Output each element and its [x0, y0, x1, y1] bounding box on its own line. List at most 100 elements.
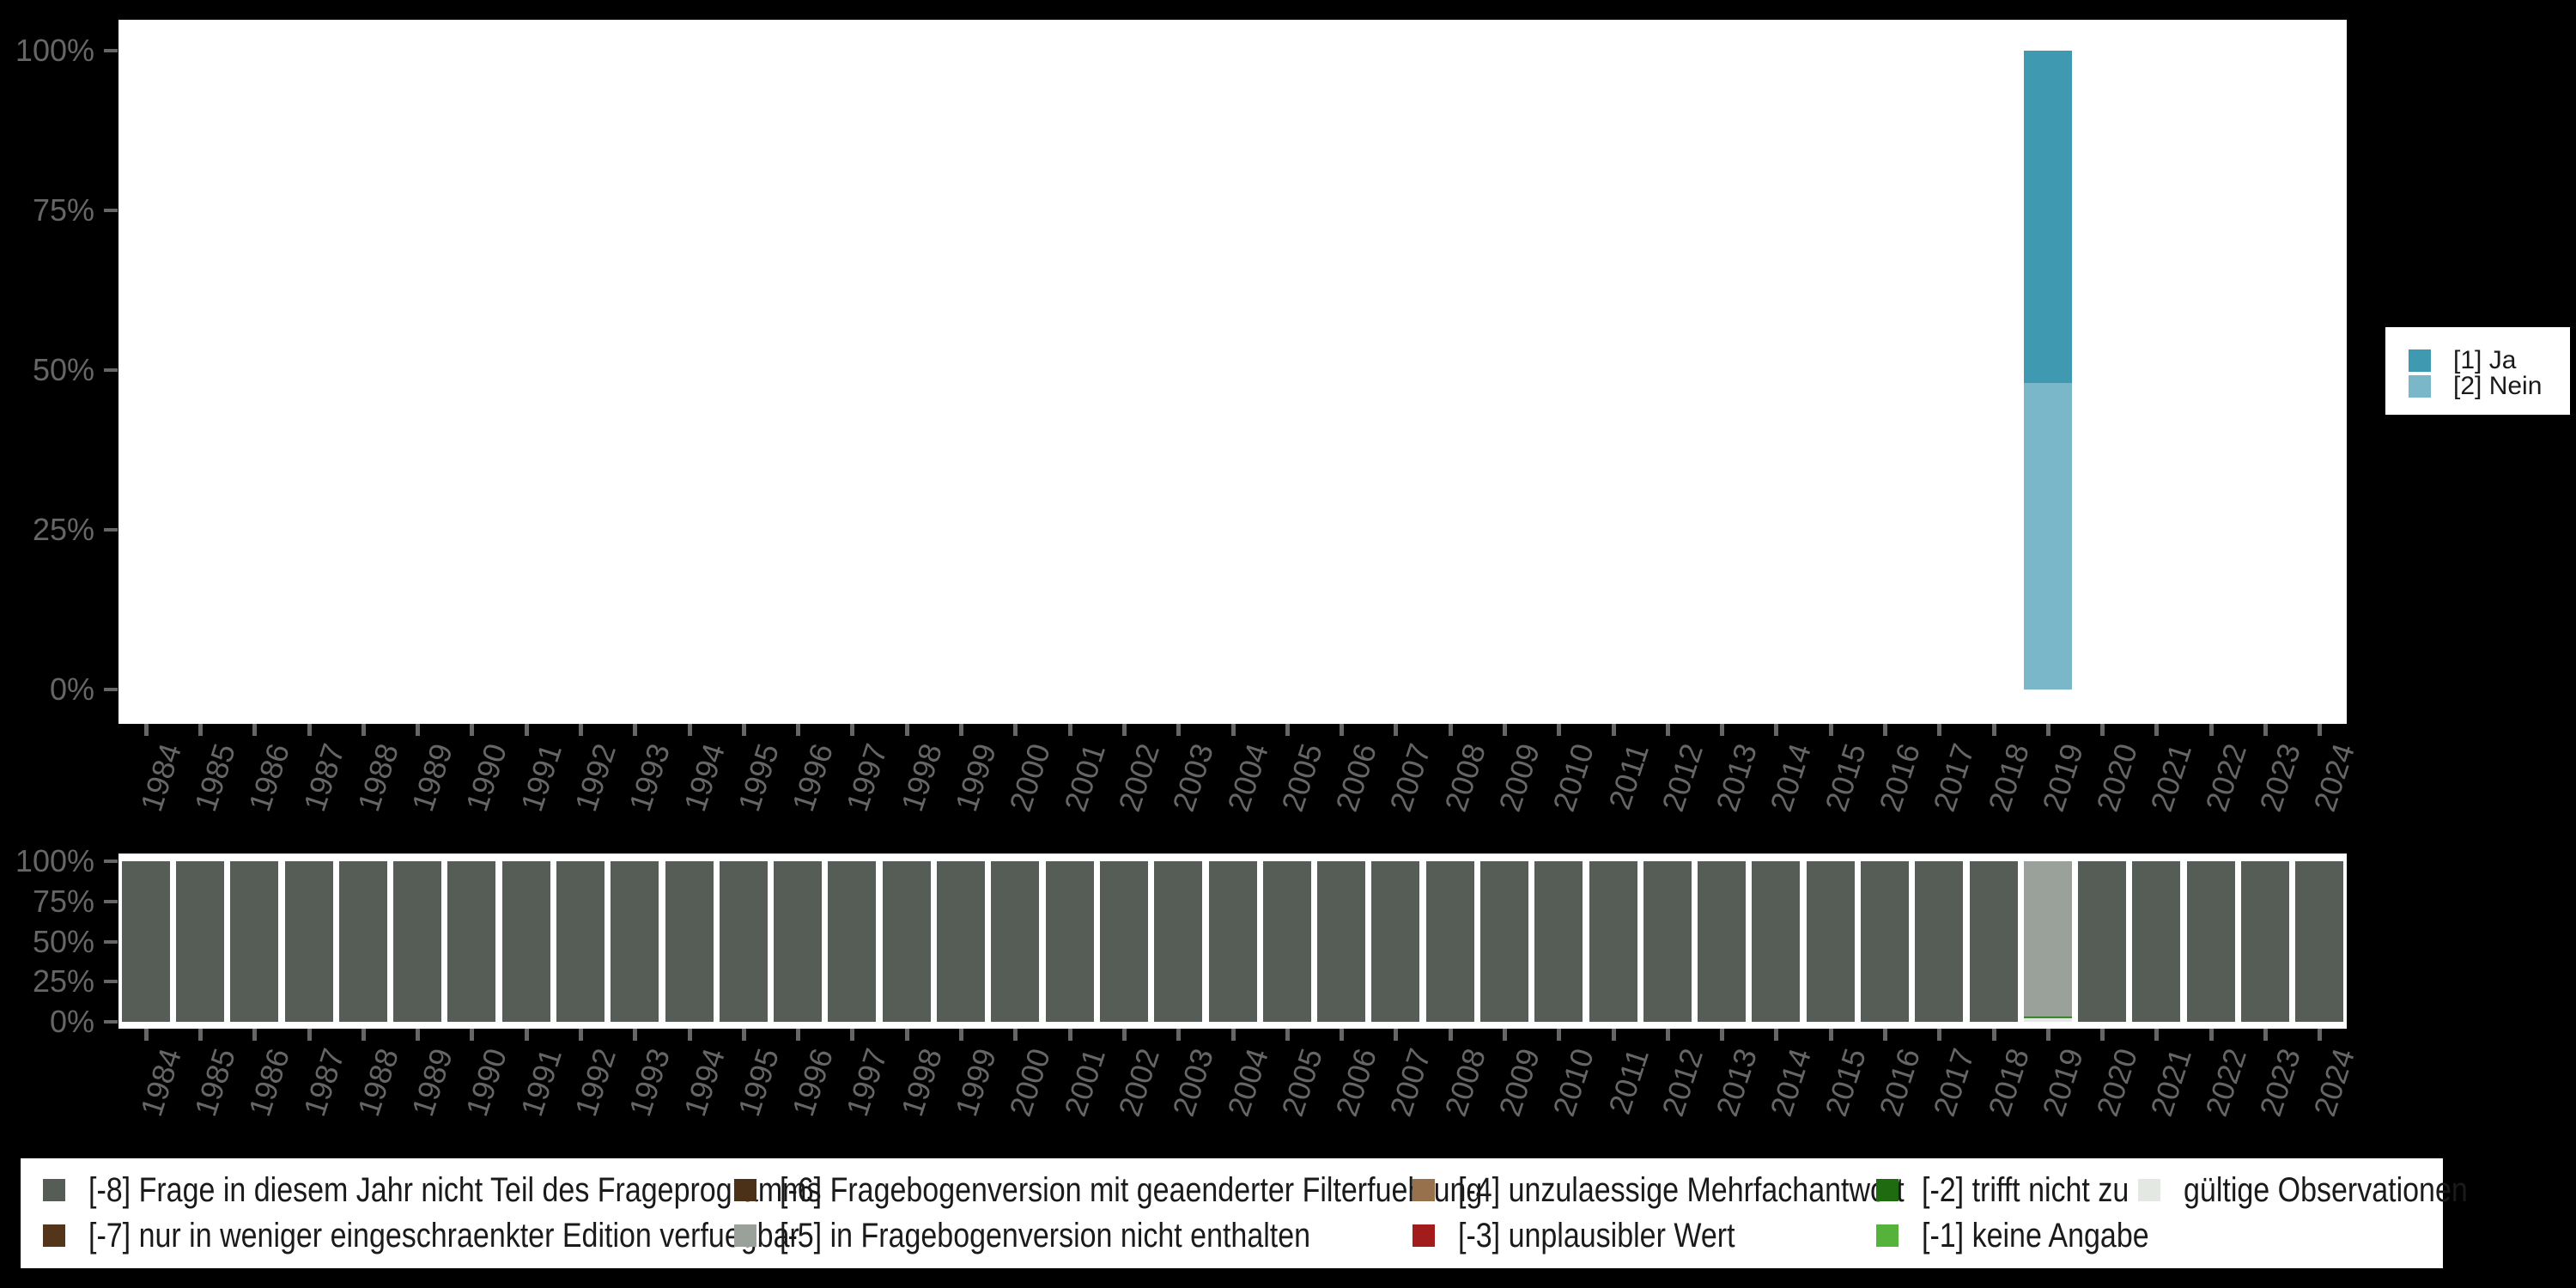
x-axis-tick [904, 1029, 909, 1041]
x-axis-tick [1665, 1029, 1670, 1041]
bottom-legend: [-8] Frage in diesem Jahr nicht Teil des… [21, 1158, 2468, 1268]
bottom-legend-item: [-8] Frage in diesem Jahr nicht Teil des… [43, 1171, 951, 1209]
legend-label: gültige Observationen [2184, 1170, 2468, 1209]
bottom-legend-item: [-1] keine Angabe [1876, 1217, 2189, 1255]
legend-swatch [1876, 1179, 1899, 1201]
legend-label: [-7] nur in weniger eingeschraenkter Edi… [88, 1216, 799, 1255]
x-axis-tick [1285, 724, 1290, 736]
x-axis-tick-label: 1995 [731, 1044, 786, 1121]
x-axis-tick [1557, 1029, 1562, 1041]
x-axis-tick-label: 2023 [2252, 739, 2308, 816]
x-axis-tick-label: 2024 [2306, 1044, 2362, 1121]
legend-swatch [1413, 1179, 1435, 1201]
x-axis-tick [1611, 724, 1616, 736]
x-axis-tick [2263, 724, 2269, 736]
x-axis-tick-label: 2009 [1492, 739, 1546, 816]
bar-segment [828, 861, 877, 1022]
x-axis-tick-label: 1990 [459, 1044, 514, 1121]
legend-swatch [2409, 375, 2431, 398]
x-axis-tick [1285, 1029, 1290, 1041]
legend-swatch [734, 1179, 756, 1201]
bar-segment [2023, 382, 2072, 690]
x-axis-tick [1013, 724, 1018, 736]
x-axis-tick [2045, 724, 2050, 736]
legend-label: [-1] keine Angabe [1922, 1216, 2149, 1255]
x-axis-tick-label: 2013 [1709, 1044, 1765, 1121]
bar-segment [2023, 861, 2072, 1018]
bar-segment [1099, 861, 1148, 1022]
x-axis-tick-label: 2012 [1655, 739, 1710, 816]
bar-segment [1698, 861, 1747, 1022]
y-axis-tick [104, 939, 118, 944]
bar-segment [1208, 861, 1257, 1022]
x-axis-tick-label: 1984 [132, 739, 188, 816]
bottom-legend-item: [-5] in Fragebogenversion nicht enthalte… [734, 1217, 1404, 1255]
x-axis-tick [1774, 1029, 1779, 1041]
x-axis-tick-label: 2023 [2252, 1044, 2308, 1121]
x-axis-tick-label: 2002 [1111, 739, 1166, 816]
x-axis-tick-label: 1998 [893, 1044, 949, 1121]
x-axis-tick [1828, 724, 1833, 736]
bottom-legend-item: [-6] Fragebogenversion mit geaenderter F… [734, 1171, 1607, 1209]
x-axis-tick [470, 724, 475, 736]
x-axis-tick [633, 724, 638, 736]
bar-segment [230, 861, 279, 1022]
legend-swatch [2138, 1179, 2160, 1201]
x-axis-tick-label: 2005 [1274, 739, 1329, 816]
legend-label: [-3] unplausibler Wert [1458, 1216, 1735, 1255]
bar-segment [1643, 861, 1692, 1022]
bar-segment [501, 861, 550, 1022]
x-axis-tick-label: 1997 [839, 739, 895, 816]
x-axis-tick-label: 2014 [1763, 1044, 1819, 1121]
x-axis-tick-label: 1994 [676, 739, 732, 816]
legend-swatch [43, 1224, 65, 1247]
bar-segment [1534, 861, 1583, 1022]
x-axis-tick [1394, 1029, 1399, 1041]
legend-swatch [734, 1224, 756, 1247]
x-axis-tick [143, 1029, 149, 1041]
x-axis-tick [850, 724, 855, 736]
y-axis-tick-label: 25% [32, 512, 94, 547]
x-axis-tick [796, 1029, 801, 1041]
x-axis-tick-label: 2022 [2198, 739, 2253, 816]
x-axis-tick [1502, 1029, 1507, 1041]
x-axis-tick-label: 2000 [1002, 1044, 1058, 1121]
x-axis-tick-label: 1992 [568, 1044, 623, 1121]
x-axis-tick-label: 2017 [1926, 739, 1982, 816]
bar-segment [611, 861, 659, 1022]
x-axis-tick [1883, 1029, 1887, 1041]
x-axis-tick-label: 1996 [785, 739, 841, 816]
x-axis-tick-label: 1986 [241, 1044, 297, 1121]
bar-segment [284, 861, 333, 1022]
bar-segment [991, 861, 1040, 1022]
x-axis-tick [1720, 1029, 1725, 1041]
x-axis-tick-label: 1996 [785, 1044, 841, 1121]
x-axis-tick [252, 724, 258, 736]
x-axis-tick-label: 2020 [2089, 1044, 2145, 1121]
legend-label: [-8] Frage in diesem Jahr nicht Teil des… [88, 1170, 822, 1209]
x-axis-tick-label: 1997 [839, 1044, 895, 1121]
legend-swatch [1413, 1224, 1435, 1247]
x-axis-tick-label: 2008 [1437, 739, 1492, 816]
bar-segment [393, 861, 442, 1022]
bar-segment [2023, 51, 2072, 383]
x-axis-tick [2318, 1029, 2323, 1041]
x-axis-tick [1067, 1029, 1072, 1041]
bar-segment [665, 861, 714, 1022]
x-axis-tick-label: 2005 [1274, 1044, 1329, 1121]
x-axis-tick [143, 724, 149, 736]
x-axis-tick-label: 1989 [404, 1044, 460, 1121]
x-axis-tick [741, 1029, 746, 1041]
x-axis-tick [1991, 1029, 1996, 1041]
x-axis-tick [252, 1029, 258, 1041]
x-axis-tick [361, 724, 366, 736]
y-axis-tick-label: 50% [32, 923, 94, 959]
x-axis-tick [197, 724, 203, 736]
x-axis-tick-label: 1987 [295, 739, 351, 816]
x-axis-tick-label: 2010 [1546, 1044, 1601, 1121]
x-axis-tick-label: 2022 [2198, 1044, 2253, 1121]
x-axis-tick-label: 2019 [2035, 739, 2090, 816]
x-axis-tick-label: 2004 [1219, 739, 1275, 816]
bar-segment [1371, 861, 1420, 1022]
x-axis-tick [1720, 724, 1725, 736]
